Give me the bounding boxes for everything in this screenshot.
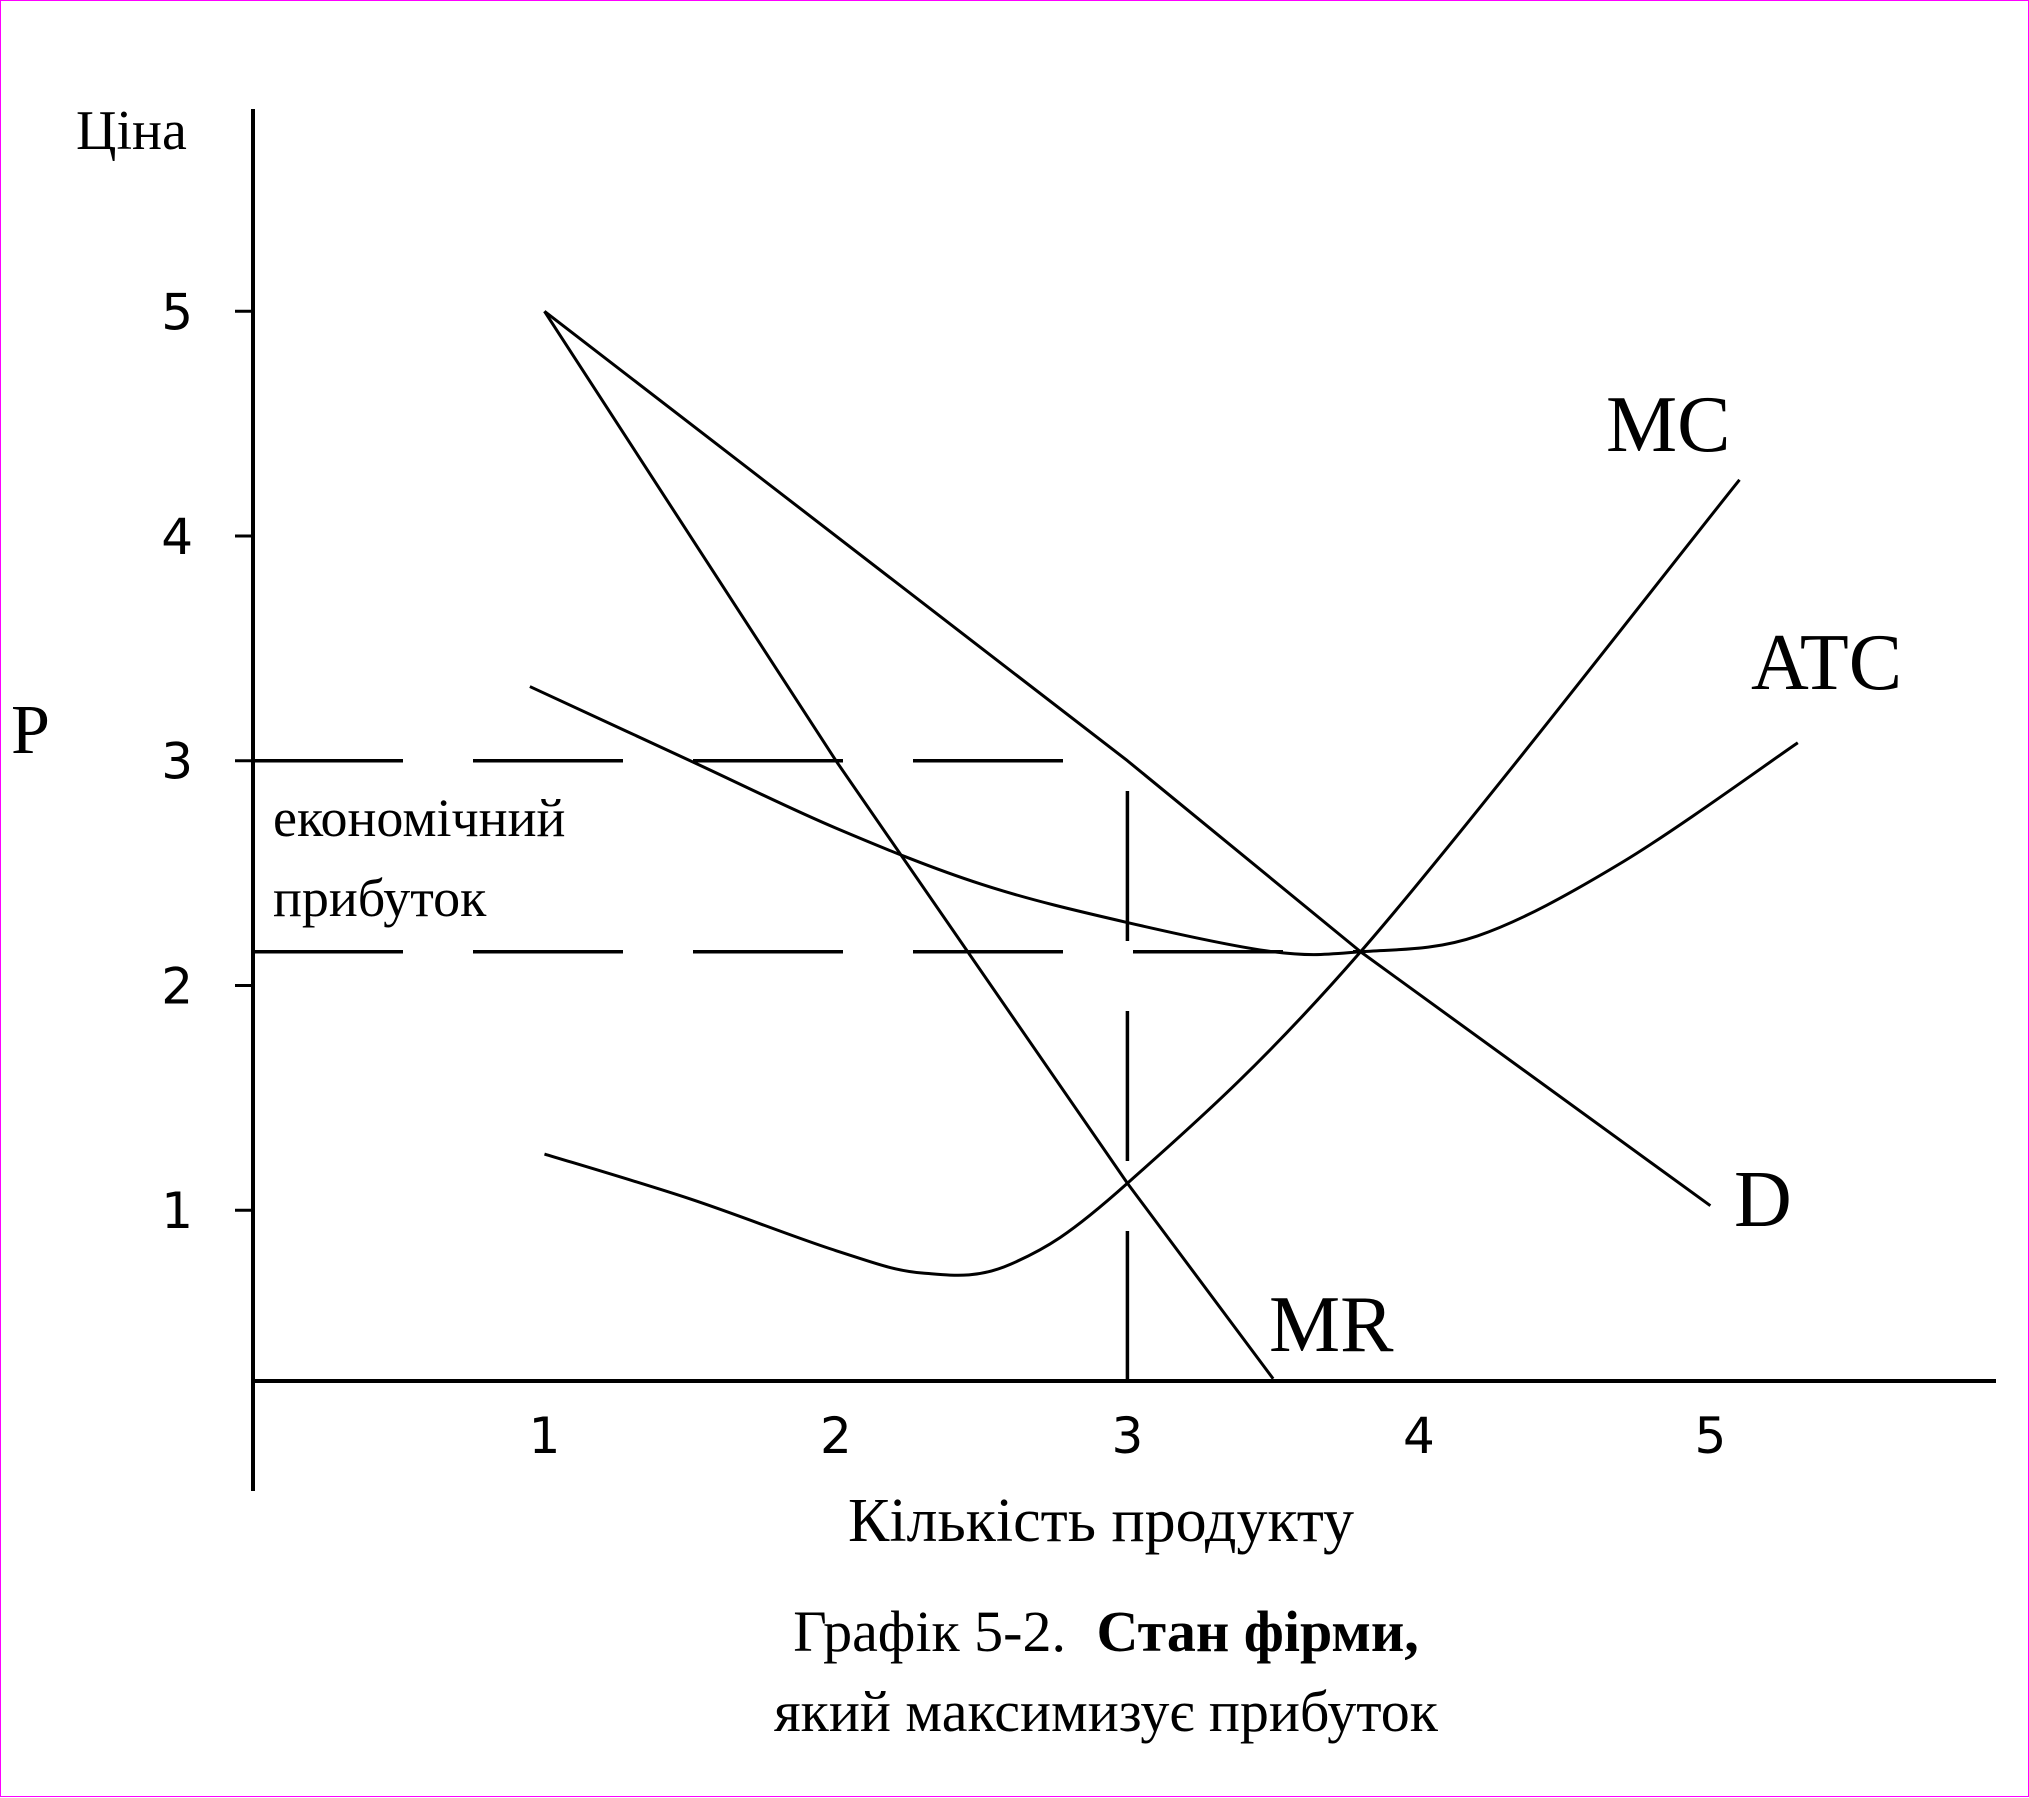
annotation-line1: економічний: [273, 788, 565, 848]
series-label-mc: MC: [1606, 381, 1731, 469]
y-tick-label: 5: [161, 283, 193, 341]
x-axis-title: Кількість продукту: [848, 1487, 1354, 1555]
chart-caption-line1: Графік 5-2. Стан фірми,: [793, 1599, 1419, 1664]
x-tick-label: 4: [1403, 1407, 1435, 1465]
x-tick-label: 5: [1694, 1407, 1726, 1465]
series-line-atc: [529, 685, 1799, 957]
series-label-d: D: [1734, 1156, 1792, 1244]
caption-bold: Стан фірми,: [1097, 1599, 1419, 1664]
guides: [253, 758, 1361, 1381]
series-line-d: [543, 310, 1712, 1207]
curves: [529, 310, 1799, 1380]
y-tick-label: 4: [161, 508, 193, 566]
chart-caption-line2: який максимизує прибуток: [774, 1679, 1439, 1744]
x-tick-label: 3: [1112, 1407, 1144, 1465]
x-tick-label: 1: [529, 1407, 561, 1465]
x-tick-label: 2: [820, 1407, 852, 1465]
caption-prefix: Графік 5-2.: [793, 1599, 1066, 1664]
axes: [251, 109, 1996, 1491]
y-axis-title: Ціна: [76, 100, 187, 162]
series-line-mr: [543, 310, 1275, 1380]
y-tick-label: 3: [161, 733, 193, 791]
annotation-line2: прибуток: [273, 868, 487, 928]
series-label-atc: ATC: [1751, 619, 1902, 707]
series-line-mc: [544, 478, 1741, 1277]
y-tick-label: 2: [161, 957, 193, 1015]
series-label-mr: MR: [1269, 1281, 1394, 1369]
y-tick-label: 1: [161, 1182, 193, 1240]
ticks: 1 2 3 4 5 1 2 3 4 5: [161, 283, 1726, 1465]
y-axis-side-label: P: [11, 692, 50, 769]
